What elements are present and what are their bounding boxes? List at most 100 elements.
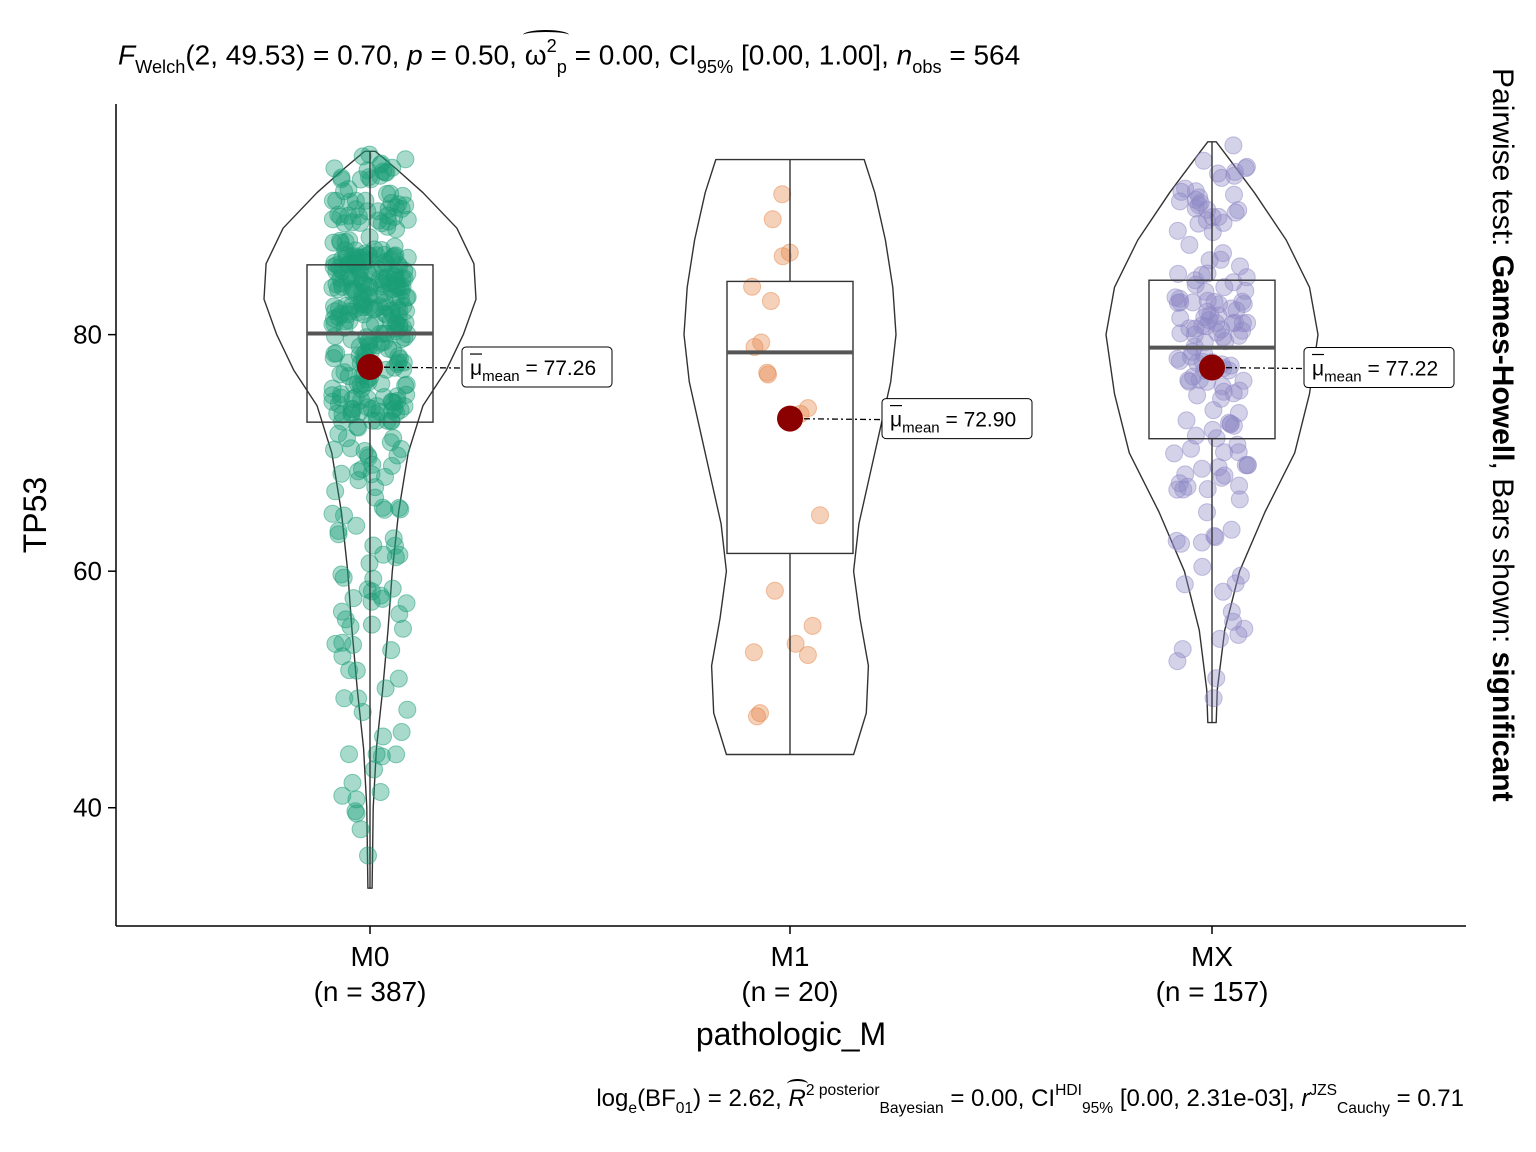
x-tick-label: M1: [771, 941, 810, 972]
data-point-MX: [1170, 192, 1189, 211]
mean-markers: μmean = 77.26 μmean = 72.90 μmean = 77.22: [357, 346, 1455, 440]
data-point-MX: [1168, 349, 1187, 368]
data-point-M0: [392, 199, 411, 218]
data-point-MX: [1198, 503, 1216, 522]
data-point-M0: [362, 582, 381, 601]
data-point-MX: [1222, 520, 1241, 539]
data-point-M0: [336, 610, 355, 629]
data-point-MX: [1192, 266, 1211, 284]
data-point-MX: [1230, 476, 1249, 495]
mean-point-M0: [357, 354, 383, 381]
data-point-M0: [374, 545, 393, 564]
data-point-M1: [758, 363, 777, 382]
data-point-MX: [1210, 629, 1229, 648]
x-tick-count-label: (n = 387): [314, 976, 427, 1007]
data-point-M0: [396, 150, 415, 169]
data-point-MX: [1207, 669, 1226, 688]
data-point-M0: [376, 679, 395, 698]
data-point-M0: [390, 349, 409, 368]
data-point-M0: [383, 579, 402, 598]
data-point-MX: [1212, 468, 1231, 487]
data-point-M1: [773, 247, 792, 266]
data-point-M0: [340, 745, 358, 764]
data-point-MX: [1170, 289, 1189, 308]
data-point-MX: [1228, 435, 1247, 454]
data-point-M0: [372, 277, 391, 296]
y-tick-label: 80: [73, 320, 102, 350]
data-point-M0: [332, 170, 351, 189]
data-point-M0: [376, 467, 394, 486]
data-point-M0: [363, 455, 382, 474]
data-point-M0: [386, 322, 405, 341]
data-point-M0: [382, 456, 401, 475]
data-point-MX: [1222, 602, 1241, 621]
data-point-M0: [340, 311, 359, 330]
data-point-M0: [362, 592, 381, 611]
y-axis-label: TP53: [17, 477, 53, 553]
data-point-M0: [377, 163, 396, 182]
data-point-M0: [335, 363, 354, 382]
data-point-M0: [326, 327, 344, 346]
data-point-M0: [355, 295, 374, 314]
data-point-M0: [351, 213, 370, 232]
data-point-MX: [1206, 528, 1225, 547]
data-point-M1: [786, 634, 805, 653]
data-point-MX: [1203, 420, 1222, 439]
data-point-M1: [744, 643, 763, 662]
data-point-M0: [397, 375, 416, 394]
data-point-M1: [752, 333, 771, 352]
data-point-M0: [366, 488, 385, 507]
mean-label-MX: μmean = 77.22: [1312, 358, 1438, 386]
data-point-MX: [1224, 136, 1243, 155]
data-point-M0: [386, 198, 405, 217]
data-point-MX: [1172, 534, 1190, 553]
data-point-MX: [1198, 480, 1217, 499]
data-point-M0: [332, 565, 351, 584]
data-point-MX: [1236, 281, 1255, 300]
mean-label-M0: μmean = 77.26: [470, 357, 596, 385]
x-tick-count-label: (n = 20): [741, 976, 838, 1007]
data-point-MX: [1203, 223, 1222, 242]
data-point-M0: [394, 297, 413, 316]
data-point-M0: [374, 727, 392, 746]
mean-leader-M1: [789, 417, 883, 421]
data-point-MX: [1193, 557, 1212, 576]
data-point-M0: [333, 633, 352, 652]
data-point-M0: [326, 482, 345, 501]
data-point-M0: [397, 594, 416, 613]
data-point-M1: [751, 704, 769, 723]
data-point-M0: [323, 210, 342, 229]
data-point-M1: [761, 292, 780, 310]
data-point-M0: [390, 498, 409, 517]
data-point-M1: [748, 707, 766, 726]
data-point-MX: [1192, 533, 1211, 552]
data-point-M0: [390, 257, 409, 276]
data-point-M0: [359, 846, 377, 865]
data-point-M0: [361, 170, 380, 189]
data-point-M0: [353, 703, 372, 721]
data-point-MX: [1229, 201, 1248, 220]
data-point-MX: [1227, 301, 1246, 320]
data-point-MX: [1180, 319, 1199, 338]
data-point-M0: [390, 545, 409, 564]
data-point-MX: [1236, 456, 1255, 475]
data-point-MX: [1168, 221, 1187, 240]
data-point-MX: [1230, 490, 1249, 509]
data-point-M0: [388, 446, 407, 465]
data-point-M0: [389, 669, 408, 688]
box-M0: [306, 264, 434, 423]
chart-caption: loge(BF01) = 2.62, R2 posteriorBayesian …: [596, 1078, 1464, 1117]
data-point-MX: [1175, 575, 1194, 594]
data-point-M0: [396, 196, 415, 215]
data-point-MX: [1168, 652, 1187, 671]
x-ticks: M0 (n = 387) M1 (n = 20) MX (n = 157): [314, 926, 1268, 1007]
data-point-M0: [349, 689, 368, 708]
data-point-MX: [1233, 321, 1252, 340]
data-point-M0: [396, 376, 415, 395]
data-point-MX: [1193, 459, 1211, 478]
data-point-M0: [344, 280, 362, 299]
data-point-M0: [367, 411, 386, 430]
data-point-M0: [329, 525, 348, 544]
data-point-MX: [1174, 480, 1193, 499]
data-point-MX: [1170, 351, 1189, 370]
